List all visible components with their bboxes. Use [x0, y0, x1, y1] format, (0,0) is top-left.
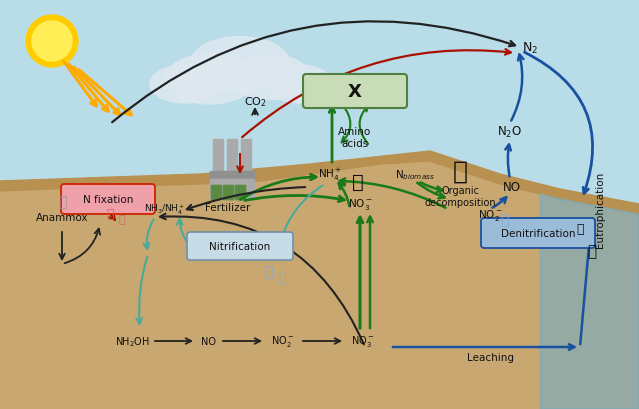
- Text: NH$_3$/NH$_4^+$: NH$_3$/NH$_4^+$: [144, 202, 186, 217]
- Text: X: X: [348, 83, 362, 101]
- Text: Anammox: Anammox: [36, 213, 88, 222]
- Text: NO: NO: [503, 181, 521, 194]
- Text: 🐟: 🐟: [587, 244, 597, 259]
- Bar: [213, 139, 223, 175]
- Ellipse shape: [150, 66, 220, 104]
- Text: 〰: 〰: [119, 214, 125, 225]
- Text: N$_{biomass}$: N$_{biomass}$: [395, 168, 435, 182]
- Ellipse shape: [165, 55, 255, 105]
- Text: Nitrification: Nitrification: [210, 241, 271, 252]
- Text: NO$_3^-$: NO$_3^-$: [351, 334, 374, 348]
- FancyBboxPatch shape: [481, 218, 595, 248]
- Polygon shape: [0, 162, 639, 409]
- Circle shape: [26, 16, 78, 68]
- Text: 🐟: 🐟: [576, 223, 584, 236]
- Text: NH$_4^+$: NH$_4^+$: [318, 166, 342, 182]
- FancyBboxPatch shape: [303, 75, 407, 109]
- Text: Organic
decomposition: Organic decomposition: [424, 186, 496, 207]
- Bar: [210, 180, 254, 200]
- Bar: [235, 186, 245, 200]
- Text: Eutrophication: Eutrophication: [595, 171, 605, 247]
- Text: 〰: 〰: [58, 195, 66, 209]
- Bar: [223, 186, 233, 200]
- Text: N fixation: N fixation: [83, 195, 133, 204]
- Bar: [211, 186, 221, 200]
- Bar: [235, 186, 245, 200]
- Bar: [210, 172, 254, 182]
- Ellipse shape: [230, 55, 310, 100]
- Polygon shape: [540, 195, 639, 409]
- Text: Amino
acids: Amino acids: [339, 127, 372, 148]
- Text: CO$_2$: CO$_2$: [243, 95, 266, 109]
- Circle shape: [32, 22, 72, 62]
- Text: 〰: 〰: [278, 271, 286, 284]
- Bar: [211, 186, 221, 200]
- Text: Denitrification: Denitrification: [501, 229, 575, 238]
- Text: NO$_3^-$: NO$_3^-$: [348, 197, 373, 212]
- Text: 〰: 〰: [264, 264, 272, 278]
- Text: N$_2$O: N$_2$O: [497, 124, 523, 139]
- Bar: [241, 139, 251, 175]
- Text: Fertilizer: Fertilizer: [205, 202, 250, 213]
- Text: NO$_2^-$: NO$_2^-$: [272, 334, 295, 348]
- Text: 〰: 〰: [106, 208, 114, 221]
- FancyBboxPatch shape: [61, 184, 155, 214]
- Text: NH$_2$OH: NH$_2$OH: [116, 334, 151, 348]
- FancyBboxPatch shape: [187, 232, 293, 261]
- Text: 🐄: 🐄: [452, 160, 468, 184]
- Text: NO: NO: [201, 336, 215, 346]
- Bar: [223, 186, 233, 200]
- Text: 〰: 〰: [500, 213, 508, 227]
- Text: 🌽: 🌽: [352, 172, 364, 191]
- Text: N$_2$: N$_2$: [522, 40, 538, 55]
- Text: Leaching: Leaching: [466, 352, 514, 362]
- Text: NO$_2^-$: NO$_2^-$: [477, 208, 502, 223]
- Bar: [227, 139, 237, 175]
- Ellipse shape: [268, 66, 332, 104]
- Ellipse shape: [190, 37, 290, 92]
- Polygon shape: [0, 152, 639, 214]
